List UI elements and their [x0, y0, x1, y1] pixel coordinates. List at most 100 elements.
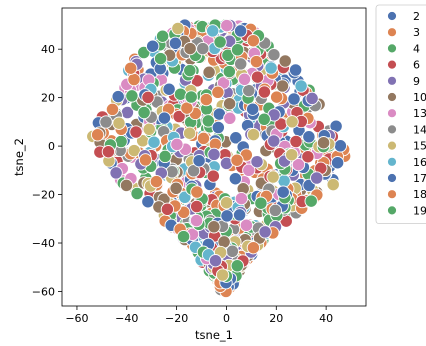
data-point [222, 64, 236, 79]
plot-frame [61, 7, 367, 307]
legend-label: 17 [413, 172, 426, 185]
data-point [190, 199, 204, 214]
x-axis-label: tsne_1 [195, 328, 233, 342]
data-point [267, 134, 281, 148]
legend-label: 13 [413, 107, 426, 120]
data-point [310, 171, 324, 185]
legend-marker [387, 43, 397, 54]
data-point [246, 241, 261, 255]
data-point [326, 177, 340, 192]
data-point [278, 54, 292, 68]
data-point [220, 209, 234, 223]
data-point [288, 63, 303, 77]
data-point [246, 34, 260, 48]
data-point [127, 143, 141, 158]
data-point [287, 92, 301, 106]
data-point [196, 131, 211, 146]
data-point [234, 57, 248, 71]
x-tick-label: 0 [223, 312, 230, 325]
data-point [141, 195, 155, 209]
legend-label: 3 [413, 26, 420, 39]
data-point [127, 72, 141, 87]
legend-marker [387, 205, 397, 216]
data-point [206, 169, 220, 183]
data-point [230, 43, 245, 57]
data-point [176, 229, 191, 244]
legend-label: 14 [413, 123, 426, 136]
data-point [141, 90, 155, 105]
data-point [169, 181, 183, 195]
data-point [207, 147, 221, 162]
data-point [137, 105, 151, 120]
legend-marker [387, 140, 397, 151]
data-point [254, 196, 268, 210]
data-point [234, 191, 249, 206]
data-point [183, 41, 197, 56]
data-point [266, 170, 280, 184]
data-point [158, 149, 172, 164]
data-point [157, 111, 172, 125]
data-point [222, 97, 237, 111]
data-point [228, 172, 243, 186]
data-point [172, 109, 186, 124]
data-point [90, 128, 105, 142]
x-axis: −60 −40 −20 0 20 40 [65, 306, 333, 325]
data-point [223, 111, 237, 125]
data-point [229, 131, 243, 145]
x-tick-label: −40 [115, 312, 138, 325]
data-point [242, 163, 256, 177]
data-point [162, 82, 176, 96]
data-point [192, 154, 206, 168]
y-axis-label: tsne_2 [12, 138, 26, 176]
legend-label: 16 [413, 156, 426, 169]
data-point [119, 178, 134, 193]
data-point [232, 208, 247, 222]
legend-label: 9 [413, 75, 420, 88]
data-point [168, 36, 183, 50]
legend-marker [387, 11, 397, 21]
y-tick-label: 0 [48, 140, 55, 153]
data-point [249, 54, 264, 69]
data-point [183, 63, 197, 78]
data-point [268, 203, 282, 218]
legend: 2 3 4 6 9 10 13 14 15 16 17 18 19 [375, 4, 426, 224]
y-tick-label: −20 [32, 189, 55, 202]
x-tick-label: 20 [269, 312, 283, 325]
data-point [213, 35, 227, 49]
legend-marker [387, 59, 397, 70]
data-point [305, 91, 319, 106]
legend-label: 6 [413, 59, 420, 72]
data-point [182, 126, 197, 140]
data-point [171, 21, 185, 36]
data-point [190, 185, 204, 199]
legend-label: 18 [413, 188, 426, 201]
data-point [257, 112, 271, 126]
data-point [237, 72, 252, 86]
data-point [101, 145, 116, 159]
legend-frame [375, 4, 426, 224]
data-point [186, 164, 201, 178]
data-point [196, 41, 210, 56]
data-point [138, 153, 153, 167]
data-point [220, 18, 234, 33]
data-point [285, 115, 299, 129]
data-point [219, 196, 234, 210]
x-tick-label: 40 [319, 312, 333, 325]
data-point [124, 61, 138, 75]
data-point [211, 85, 225, 99]
data-point [129, 125, 143, 139]
data-point [199, 92, 213, 107]
data-point [257, 85, 272, 99]
data-point [142, 122, 156, 136]
data-point [125, 89, 139, 103]
data-point [230, 153, 244, 167]
data-point [250, 155, 264, 169]
data-point [267, 48, 281, 62]
data-point [330, 156, 345, 170]
data-point [239, 218, 254, 232]
data-point [294, 79, 308, 93]
data-point [180, 101, 194, 115]
data-point [215, 268, 230, 282]
y-tick-label: 40 [41, 43, 55, 56]
